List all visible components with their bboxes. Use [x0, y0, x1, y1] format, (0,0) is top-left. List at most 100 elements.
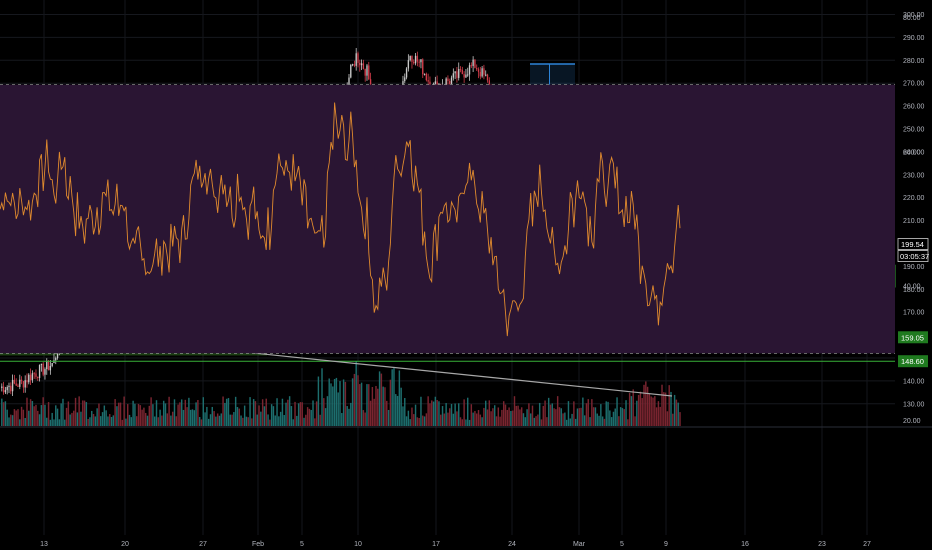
- volume-bar: [456, 411, 458, 426]
- volume-bar: [64, 419, 66, 426]
- volume-bar: [371, 387, 374, 426]
- volume-bar: [173, 399, 176, 426]
- volume-bar: [476, 413, 478, 426]
- price-tick-label: 300.00: [903, 12, 925, 19]
- volume-bar: [342, 379, 345, 426]
- volume-bar: [556, 396, 559, 426]
- volume-bar: [58, 419, 61, 426]
- candle-body: [458, 69, 460, 78]
- volume-bar: [260, 411, 262, 426]
- time-tick-label: Mar: [573, 541, 586, 548]
- volume-bar: [404, 398, 406, 426]
- volume-bar: [136, 416, 138, 426]
- volume-bar: [531, 405, 534, 426]
- time-tick-label: 5: [620, 541, 624, 548]
- volume-bar: [571, 413, 573, 426]
- volume-bar: [447, 412, 449, 426]
- volume-bar: [546, 417, 548, 426]
- volume-bar: [186, 407, 188, 426]
- volume-bar: [467, 397, 469, 426]
- volume-bar: [155, 400, 158, 426]
- candle-body: [411, 55, 413, 62]
- volume-bar: [673, 394, 676, 426]
- volume-bar: [13, 409, 16, 426]
- rsi-line: [0, 102, 681, 337]
- volume-bar: [344, 381, 347, 426]
- volume-bar: [15, 410, 17, 426]
- volume-bar: [56, 408, 59, 426]
- volume-bar: [2, 402, 5, 426]
- rsi-tick-label: 60.00: [903, 149, 921, 156]
- volume-bar: [283, 415, 285, 426]
- volume-bar: [378, 371, 381, 426]
- volume-bar: [623, 409, 625, 426]
- volume-bar: [306, 407, 309, 426]
- price-tick-label: 130.00: [903, 401, 925, 408]
- volume-bar: [225, 398, 228, 426]
- volume-bar: [76, 412, 79, 426]
- candle-body: [486, 74, 489, 81]
- volume-bar: [296, 415, 298, 426]
- volume-bar: [589, 417, 591, 426]
- volume-bar: [481, 417, 483, 426]
- volume-bar: [348, 408, 350, 426]
- volume-bar: [661, 384, 663, 426]
- candle-body: [467, 74, 469, 76]
- volume-bar: [53, 419, 55, 426]
- candle-body: [445, 78, 447, 87]
- volume-bar: [547, 397, 550, 426]
- volume-bar: [161, 415, 163, 426]
- volume-bar: [422, 415, 424, 426]
- volume-bar: [112, 415, 115, 426]
- volume-bar: [458, 403, 460, 426]
- volume-bar: [144, 412, 147, 426]
- volume-bar: [243, 405, 246, 426]
- volume-bar: [24, 417, 26, 426]
- volume-bar: [150, 397, 152, 426]
- volume-bar: [634, 416, 636, 426]
- volume-bar: [364, 412, 366, 426]
- volume-bar: [269, 419, 271, 426]
- volume-bar: [614, 408, 616, 426]
- price-tick-label: 250.00: [903, 127, 925, 134]
- volume-bar: [564, 412, 566, 426]
- volume-bar: [11, 415, 14, 426]
- volume-bar: [350, 402, 352, 426]
- volume-bar: [82, 400, 84, 426]
- volume-bar: [542, 405, 544, 426]
- volume-bar: [213, 411, 215, 426]
- volume-bar: [637, 394, 640, 426]
- volume-bar: [315, 401, 318, 426]
- volume-bar: [299, 402, 302, 426]
- volume-bar: [267, 414, 269, 426]
- volume-bar: [270, 404, 273, 426]
- volume-bar: [252, 399, 255, 426]
- volume-bar: [436, 399, 438, 426]
- candle-body: [422, 59, 424, 75]
- volume-bar: [191, 409, 194, 426]
- volume-bar: [89, 417, 91, 426]
- volume-bar: [55, 405, 57, 426]
- volume-bar: [400, 387, 402, 426]
- volume-bar: [384, 387, 386, 426]
- volume-bar: [643, 384, 645, 426]
- volume-bar: [301, 402, 303, 426]
- volume-bar: [389, 379, 392, 426]
- time-tick-label: 9: [664, 541, 668, 548]
- volume-bar: [596, 413, 598, 426]
- volume-bar: [650, 396, 652, 426]
- volume-bar: [80, 411, 82, 426]
- volume-bar: [582, 397, 584, 426]
- volume-bar: [28, 410, 30, 426]
- volume-bar: [71, 412, 73, 426]
- volume-bar: [587, 399, 589, 426]
- candle-body: [24, 380, 26, 388]
- volume-bar: [657, 401, 660, 426]
- volume-bar: [591, 399, 593, 426]
- volume-bar: [234, 396, 237, 426]
- candle-body: [348, 77, 350, 85]
- volume-bar: [616, 397, 618, 426]
- volume-bar: [529, 413, 532, 426]
- volume-bar: [452, 413, 455, 426]
- volume-bar: [434, 396, 437, 426]
